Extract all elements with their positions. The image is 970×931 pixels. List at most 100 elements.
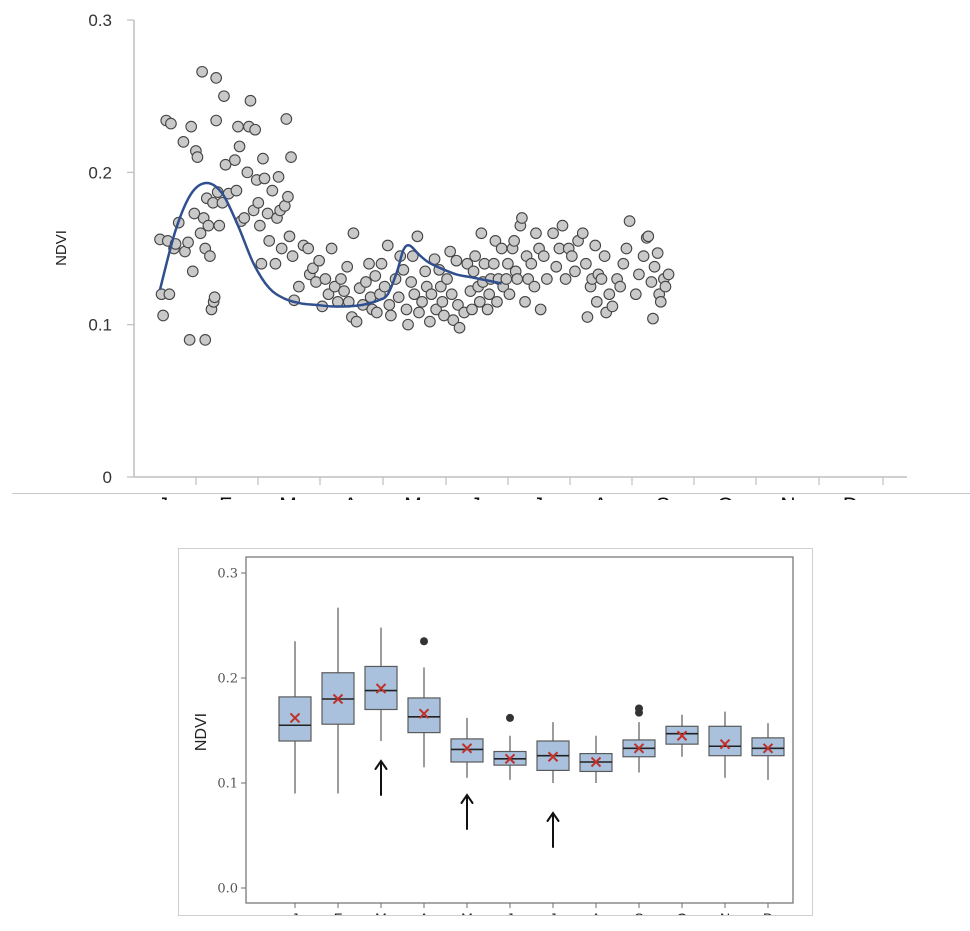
bottom-x-month-label: J [292, 910, 299, 915]
bottom-arrows [374, 759, 560, 848]
box-month-10 [708, 711, 742, 778]
scatter-point [633, 268, 645, 281]
top-y-tick-label: 0 [103, 468, 112, 487]
bottom-y-ticks: 0.0 0.1 0.2 0.3 [217, 567, 246, 897]
scatter-point [302, 242, 315, 255]
scatter-point [491, 295, 503, 308]
scatter-point [213, 219, 226, 232]
scatter-point [283, 230, 296, 243]
scatter-point [272, 171, 285, 183]
bottom-x-month-label: D [763, 910, 773, 915]
scatter-point [620, 242, 633, 255]
scatter-point [598, 250, 611, 262]
scatter-point [210, 72, 223, 84]
scatter-point [360, 276, 372, 288]
box-mean-marker [547, 751, 559, 762]
scatter-point [424, 315, 436, 328]
scatter-point [606, 300, 619, 313]
scatter-point [522, 273, 535, 285]
top-x-month-label: D [843, 494, 858, 500]
scatter-point [402, 318, 414, 331]
scatter-point [452, 299, 464, 311]
scatter-point [483, 288, 496, 301]
box-outlier [420, 637, 428, 646]
bottom-boxes [278, 607, 785, 794]
scatter-point [269, 257, 282, 270]
scatter-point [157, 309, 169, 322]
scatter-point [244, 94, 257, 107]
scatter-point [516, 212, 528, 224]
scatter-point [590, 295, 603, 308]
scatter-point [375, 257, 388, 270]
scatter-point [385, 309, 397, 322]
scatter-point [528, 280, 541, 293]
scatter-point [204, 250, 216, 262]
top-x-month-label: J [158, 494, 169, 500]
box-iqr [450, 738, 484, 763]
scatter-point [400, 303, 413, 316]
scatter-point [325, 242, 338, 255]
scatter-point [659, 280, 672, 293]
box-month-8 [622, 704, 656, 773]
scatter-point [252, 196, 265, 209]
scatter-point [210, 114, 223, 127]
scatter-point [194, 227, 207, 240]
scatter-point [282, 190, 294, 203]
scatter-point [614, 280, 627, 293]
top-x-month-label: O [717, 494, 733, 500]
up-arrow-annotation [546, 811, 560, 848]
scatter-point [581, 311, 594, 323]
scatter-point [502, 257, 514, 270]
scatter-point [550, 260, 563, 273]
scatter-point [603, 288, 616, 301]
scatter-point [280, 113, 293, 125]
scatter-point [261, 207, 274, 220]
bottom-x-month-label: M [375, 910, 387, 915]
scatter-point [363, 257, 375, 270]
scatter-point [229, 154, 241, 166]
bottom-boxplot-chart: 0.0 0.1 0.2 0.3 J F M A M J J A S O N D NDVI [193, 556, 794, 915]
scatter-point [441, 273, 453, 285]
top-x-month-label: F [219, 494, 232, 500]
scatter-point [335, 273, 347, 285]
scatter-point [525, 257, 538, 270]
top-x-month-label: N [780, 494, 795, 500]
box-iqr [751, 737, 785, 757]
scatter-point [413, 306, 425, 319]
scatter-point [370, 306, 383, 319]
scatter-point [185, 120, 198, 133]
top-scatter-chart: 0 0.1 0.2 0.3 J F M A M J J A S O N D NDVI [53, 11, 907, 500]
scatter-point [444, 245, 457, 258]
scatter-point [530, 227, 542, 240]
scatter-point [255, 257, 268, 270]
scatter-point [347, 227, 360, 240]
box-mean-marker [418, 708, 430, 719]
scatter-point [503, 288, 516, 301]
scatter-point [559, 273, 572, 285]
scatter-point [230, 184, 243, 197]
scatter-point [547, 227, 559, 240]
scatter-point [637, 250, 650, 262]
box-iqr [407, 697, 441, 734]
top-x-month-label: J [533, 494, 544, 500]
scatter-point [569, 265, 581, 278]
scatter-point [489, 235, 502, 247]
scatter-point [285, 151, 297, 163]
scatter-point [487, 257, 500, 270]
box-month-1 [321, 607, 355, 794]
bottom-y-tick-label: 0.0 [217, 882, 238, 897]
scatter-point [322, 288, 335, 301]
bottom-x-month-label: J [550, 910, 557, 915]
scatter-point [338, 285, 350, 298]
scatter-point [580, 257, 592, 270]
bottom-y-tick-label: 0.1 [217, 777, 238, 792]
up-arrow-annotation [460, 793, 474, 830]
scatter-point [383, 299, 396, 311]
scatter-point [258, 172, 271, 185]
scatter-point [241, 166, 254, 179]
scatter-point [541, 273, 553, 285]
scatter-point [286, 250, 299, 262]
scatter-point [275, 242, 288, 255]
scatter-point [328, 280, 341, 293]
scatter-point [495, 242, 508, 255]
